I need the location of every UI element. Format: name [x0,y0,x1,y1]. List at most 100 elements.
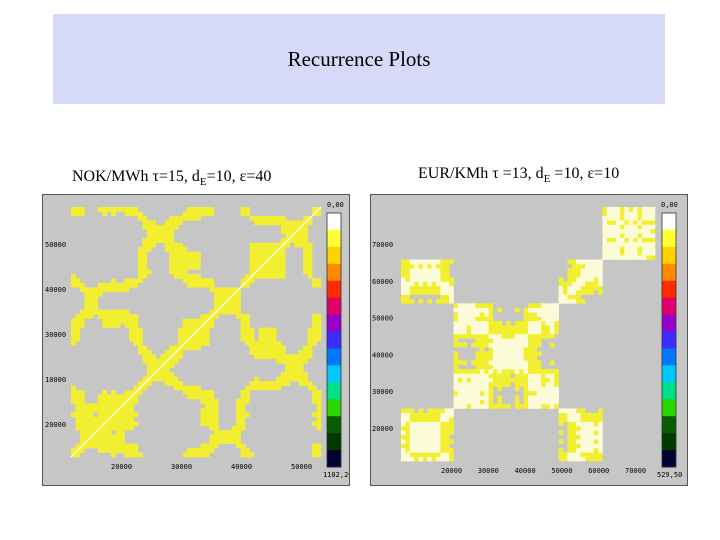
recurrence-cell [307,273,313,279]
recurrence-cell [580,285,586,291]
recurrence-cell [204,421,210,427]
recurrence-cell [545,404,551,409]
recurrence-cell [204,282,210,288]
recurrence-cell [303,354,308,360]
recurrence-cell [164,381,170,386]
recurrence-cell [271,327,277,333]
recurrence-cell [129,211,134,217]
recurrence-cell [501,369,507,374]
recurrence-cell [589,290,594,295]
recurrence-cell [506,369,511,374]
recurrence-cell [646,255,651,260]
recurrence-cell [409,408,415,414]
recurrence-cell [115,207,121,212]
recurrence-cell [536,338,542,344]
recurrence-cell [236,314,241,319]
recurrence-cell [444,272,450,278]
recurrence-cell [75,327,81,333]
recurrence-cell [307,242,313,248]
recurrence-cell [196,332,201,337]
recurrence-cell [307,251,313,257]
recurrence-cell [440,294,446,300]
recurrence-cell [589,417,594,422]
recurrence-cell [146,381,152,386]
recurrence-cell [169,247,174,252]
recurrence-cell [79,394,85,400]
recurrence-cell [440,259,446,265]
recurrence-cell [484,334,489,339]
recurrence-cell [637,246,643,252]
recurrence-cell [471,303,476,309]
recurrence-cell [615,255,621,260]
recurrence-cell [151,242,157,248]
recurrence-cell [209,287,215,293]
recurrence-cell [497,364,503,370]
recurrence-cell [650,233,656,238]
recurrence-cell [528,369,533,374]
recurrence-cell [593,268,599,273]
recurrence-cell [316,407,322,413]
colorbar-segment [327,314,341,333]
recurrence-cell [418,447,424,453]
recurrence-cell [528,399,533,405]
recurrence-cell [124,394,130,400]
recurrence-cell [182,269,188,275]
recurrence-cell [650,228,656,234]
recurrence-cell [558,430,564,436]
recurrence-cell [646,215,651,221]
recurrence-cell [510,369,516,374]
recurrence-cell [169,376,174,382]
recurrence-cell [576,408,581,414]
recurrence-cell [93,305,99,310]
colorbar-segment [327,382,341,400]
recurrence-cell [497,329,503,335]
recurrence-cell [536,369,542,374]
recurrence-cell [436,259,441,265]
recurrence-cell [479,386,485,392]
recurrence-cell [267,385,273,391]
recurrence-cell [615,220,621,225]
recurrence-cell [115,314,121,319]
recurrence-cell [289,367,295,373]
recurrence-cell [129,416,134,422]
recurrence-cell [164,367,170,373]
recurrence-cell [506,364,511,370]
recurrence-cell [84,443,90,449]
recurrence-cell [409,430,415,436]
recurrence-cell [120,407,125,413]
recurrence-cell [440,298,446,304]
recurrence-cell [646,242,651,247]
recurrence-cell [576,434,581,440]
recurrence-cell [444,277,450,282]
recurrence-cell [151,238,157,244]
recurrence-cell [262,242,268,248]
recurrence-cell [191,327,197,333]
recurrence-cell [641,224,647,230]
recurrence-cell [142,269,148,275]
recurrence-cell [532,351,538,357]
recurrence-cell [115,421,121,427]
recurrence-cell [200,340,206,346]
recurrence-cell [71,390,76,395]
recurrence-cell [267,251,273,257]
recurrence-cell [466,334,472,339]
recurrence-cell [418,272,424,278]
recurrence-cell [111,434,116,440]
recurrence-cell [191,260,197,266]
recurrence-cell [307,256,313,261]
recurrence-cell [280,224,286,230]
recurrence-cell [75,318,81,324]
recurrence-cell [606,224,612,230]
recurrence-cell [462,373,467,379]
recurrence-cell [115,394,121,400]
recurrence-cell [567,268,573,273]
recurrence-cell [191,340,197,346]
recurrence-cell [249,332,255,337]
recurrence-cell [124,425,130,431]
recurrence-cell [115,282,121,288]
recurrence-cell [405,285,411,291]
recurrence-cell [519,377,524,383]
recurrence-cell [182,251,188,257]
recurrence-cell [271,215,277,221]
recurrence-cell [271,349,277,355]
